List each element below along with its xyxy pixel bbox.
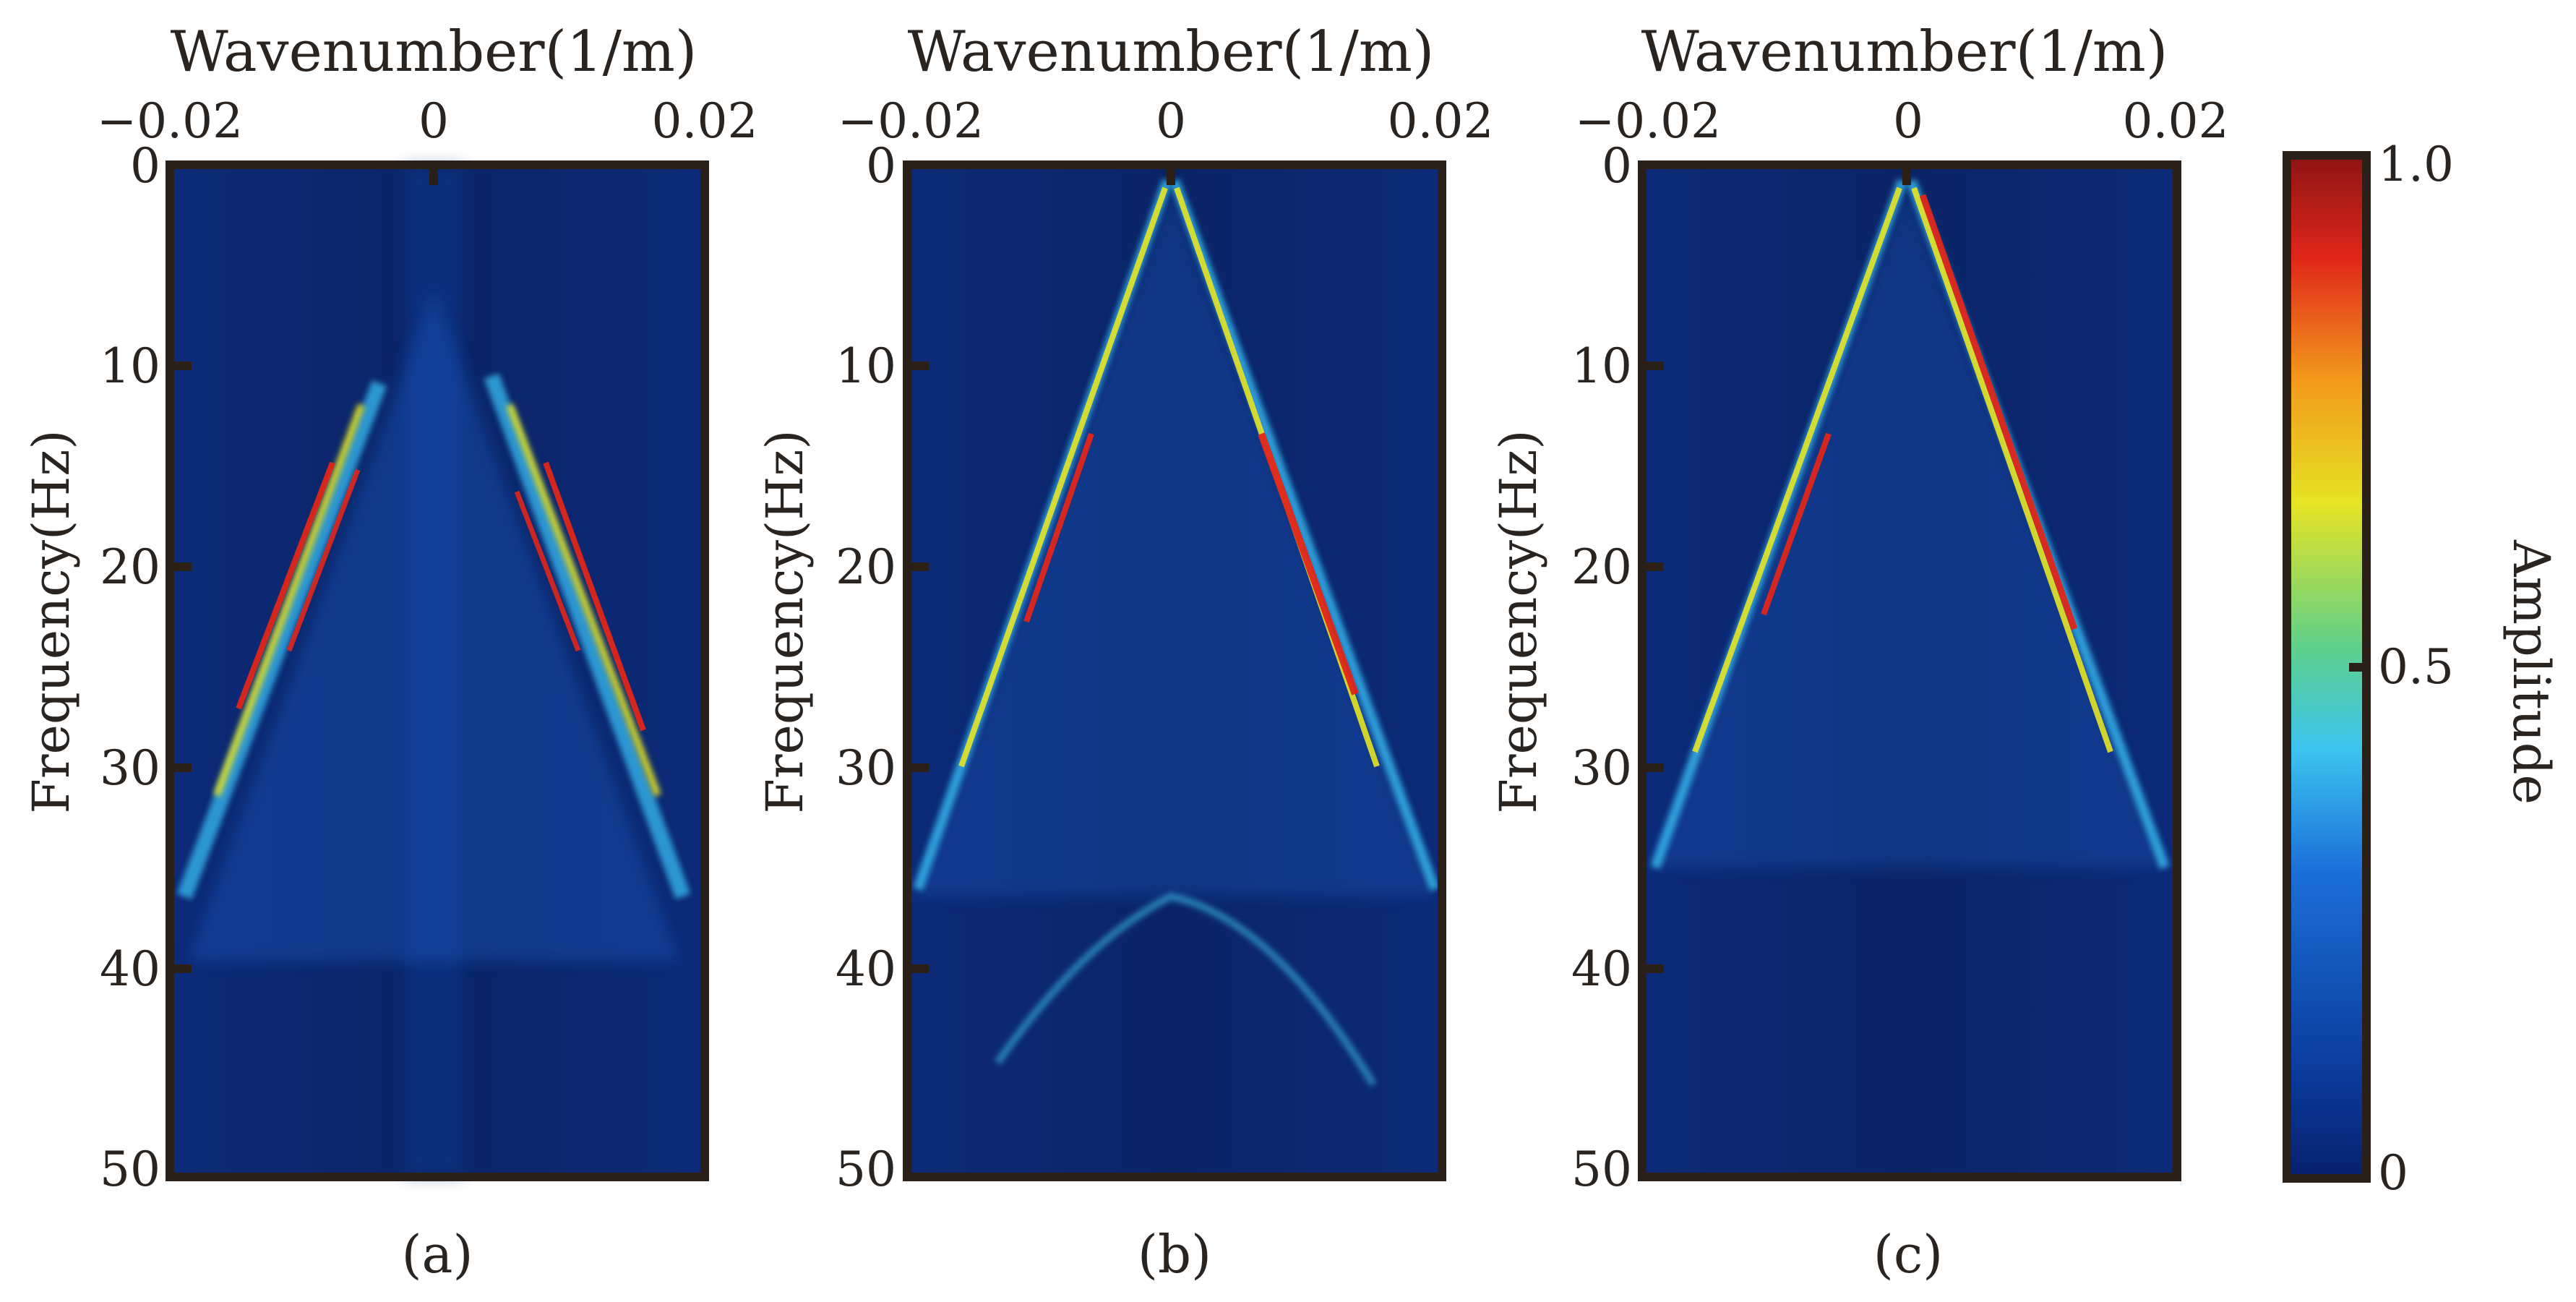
panel-a-ytick-label: 20 [100, 539, 160, 595]
panel-b-xtick-label-left: −0.02 [838, 93, 984, 149]
panel-c-xtick-label-right: 0.02 [2123, 93, 2229, 149]
panel-b-ytick-label: 50 [836, 1142, 896, 1197]
panel-b-xtick-labels: −0.02 0 0.02 [838, 93, 1494, 149]
colorbar-tick-label-max: 1.0 [2378, 137, 2454, 192]
panel-c-ytick [1647, 763, 1664, 772]
panel-a-band [506, 403, 661, 797]
panel-c-band [1761, 432, 1832, 616]
panel-a-band [484, 373, 691, 899]
panel-a-band [213, 403, 365, 797]
colorbar-label: Amplitude [2502, 539, 2561, 805]
panel-b-ytick-label: 10 [836, 338, 896, 394]
panel-a-ytick-label: 50 [100, 1142, 160, 1197]
panel-c-heatmap [1638, 160, 2181, 1181]
panel-c-ytick-label: 30 [1571, 740, 1632, 796]
panel-b-xtick-label-mid: 0 [1156, 93, 1186, 149]
panel-a-ytick-label: 0 [130, 138, 160, 194]
panel-b-ytick [911, 763, 929, 772]
panel-a-band [514, 490, 581, 652]
panel-a-label: (a) [401, 1224, 473, 1285]
panel-b-ytick-label: 20 [836, 539, 896, 595]
panel-b-label: (b) [1138, 1224, 1211, 1285]
panel-a-ytick-label: 30 [100, 740, 160, 796]
panel-b-ytick-label: 40 [836, 941, 896, 997]
panel-c-xtick-label-mid: 0 [1893, 93, 1923, 149]
panel-b-ytick [911, 361, 929, 370]
panel-c-band [1919, 194, 2078, 630]
panel-c-ytick-label: 10 [1571, 338, 1632, 394]
colorbar-tick-label-min: 0 [2378, 1145, 2408, 1201]
panel-a-ytick [174, 562, 192, 571]
panel-c-xlabel: Wavenumber(1/m) [1641, 20, 2168, 85]
panel-a-fan-haze [188, 289, 679, 961]
panel-b-xlabel: Wavenumber(1/m) [908, 20, 1435, 85]
panel-b-xtick-label-right: 0.02 [1388, 93, 1494, 149]
panel-a-zero-tick [429, 165, 438, 185]
panel-b-ytick-labels: 0 10 20 30 40 50 [836, 138, 896, 1197]
panel-a-band [176, 380, 387, 899]
panel-b-ytick-label: 0 [866, 138, 896, 194]
panel-a-ytick [174, 361, 192, 370]
panel-a-xtick-labels: −0.02 0 0.02 [97, 93, 758, 149]
panel-c-ytick-label: 50 [1571, 1142, 1632, 1197]
panel-c-zero-tick [1902, 165, 1911, 185]
panel-a-yticks [174, 361, 192, 973]
panel-c-ytick-label: 0 [1602, 138, 1632, 194]
panel-c: Wavenumber(1/m) −0.02 0 0.02 Frequency(H… [1489, 20, 2228, 1285]
panel-c-ytick [1647, 562, 1664, 571]
panel-c-band [1911, 187, 2113, 753]
panel-b-band [1258, 432, 1359, 695]
panel-c-ytick [1647, 361, 1664, 370]
panel-c-ytick-labels: 0 10 20 30 40 50 [1571, 138, 1632, 1197]
panel-b-ytick [911, 964, 929, 973]
panel-b: Wavenumber(1/m) −0.02 0 0.02 Frequency(H… [755, 20, 1493, 1285]
panel-c-label: (c) [1873, 1224, 1944, 1285]
panel-b-bands [913, 179, 1440, 1087]
panel-b-heatmap [903, 160, 1446, 1181]
panel-a-ytick-label: 10 [100, 338, 160, 394]
panel-c-xtick-labels: −0.02 0 0.02 [1575, 93, 2229, 149]
panel-b-yticks [911, 361, 929, 973]
panel-b-fan-haze [914, 188, 1435, 896]
panel-a-band [543, 461, 646, 732]
panel-c-ytick [1647, 964, 1664, 973]
panel-c-bands [1650, 179, 2170, 870]
panel-b-ytick [911, 562, 929, 571]
panel-c-yticks [1647, 361, 1664, 973]
panel-c-ylabel: Frequency(Hz) [1489, 429, 1548, 813]
panel-b-zero-tick [1167, 165, 1175, 185]
colorbar: 1.0 0.5 0 Amplitude [2283, 137, 2561, 1201]
panel-a-xtick-label-left: −0.02 [97, 93, 243, 149]
panel-a-ytick-labels: 0 10 20 30 40 50 [100, 138, 160, 1197]
panel-a-bands [176, 289, 691, 961]
panel-b-low-arc [994, 892, 1377, 1087]
panel-a-xtick-label-mid: 0 [418, 93, 449, 149]
panel-c-band [1692, 187, 1902, 753]
panel-a-heatmap [166, 160, 709, 1181]
colorbar-tick-mid [2349, 663, 2366, 672]
panel-a-band [286, 468, 361, 652]
panel-c-fan-haze [1652, 188, 2165, 868]
panel-b-ylabel: Frequency(Hz) [755, 429, 815, 813]
panel-b-band [1023, 432, 1094, 623]
panel-c-ytick-label: 40 [1571, 941, 1632, 997]
panel-a: Wavenumber(1/m) −0.02 0 0.02 Frequency(H… [22, 20, 757, 1285]
panel-c-ytick-label: 20 [1571, 539, 1632, 595]
panel-a-ytick [174, 763, 192, 772]
panel-a-xtick-label-right: 0.02 [652, 93, 758, 149]
panel-a-ylabel: Frequency(Hz) [22, 429, 81, 813]
panel-a-ytick [174, 964, 192, 973]
panel-a-xlabel: Wavenumber(1/m) [171, 20, 697, 85]
panel-a-band [236, 461, 335, 710]
panel-a-ytick-label: 40 [100, 941, 160, 997]
colorbar-tick-label-mid: 0.5 [2378, 639, 2454, 695]
panel-b-band [958, 187, 1168, 768]
panel-b-ytick-label: 30 [836, 740, 896, 796]
panel-c-xtick-label-left: −0.02 [1575, 93, 1721, 149]
